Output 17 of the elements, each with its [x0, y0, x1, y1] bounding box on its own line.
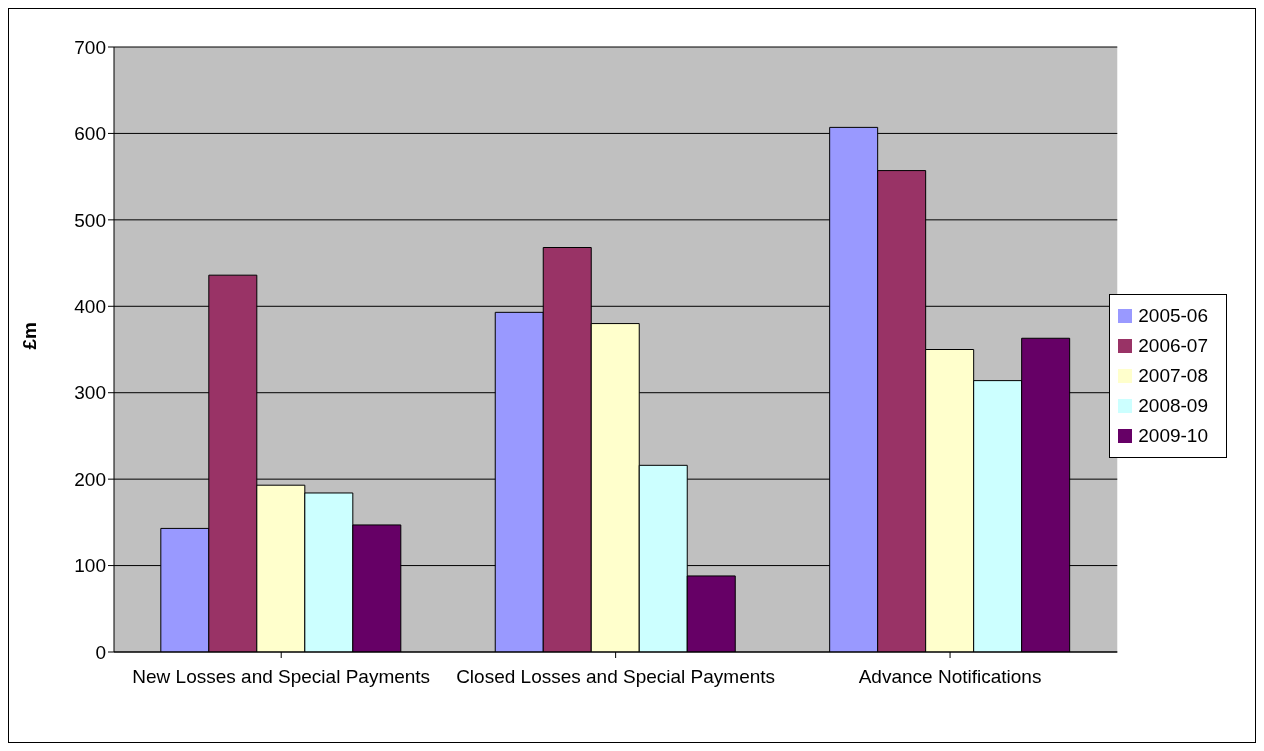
y-tick-label: 700 [74, 36, 106, 58]
x-tick-label: Advance Notifications [858, 666, 1042, 688]
legend-label: 2006-07 [1138, 334, 1208, 356]
legend-label: 2009-10 [1138, 424, 1208, 446]
y-axis-title: £m [18, 322, 40, 350]
legend-label: 2007-08 [1138, 364, 1208, 386]
y-tick-label: 600 [74, 123, 106, 145]
x-tick-label: Closed Losses and Special Payments [456, 666, 776, 688]
x-tick-label: New Losses and Special Payments [132, 666, 431, 688]
y-tick-label: 400 [74, 296, 106, 318]
legend-label: 2008-09 [1138, 394, 1208, 416]
y-tick-label: 200 [74, 468, 106, 490]
y-tick-label: 300 [74, 382, 106, 404]
y-tick-label: 0 [95, 641, 106, 663]
y-tick-label: 100 [74, 555, 106, 577]
y-tick-label: 500 [74, 209, 106, 231]
legend-label: 2005-06 [1138, 304, 1208, 326]
